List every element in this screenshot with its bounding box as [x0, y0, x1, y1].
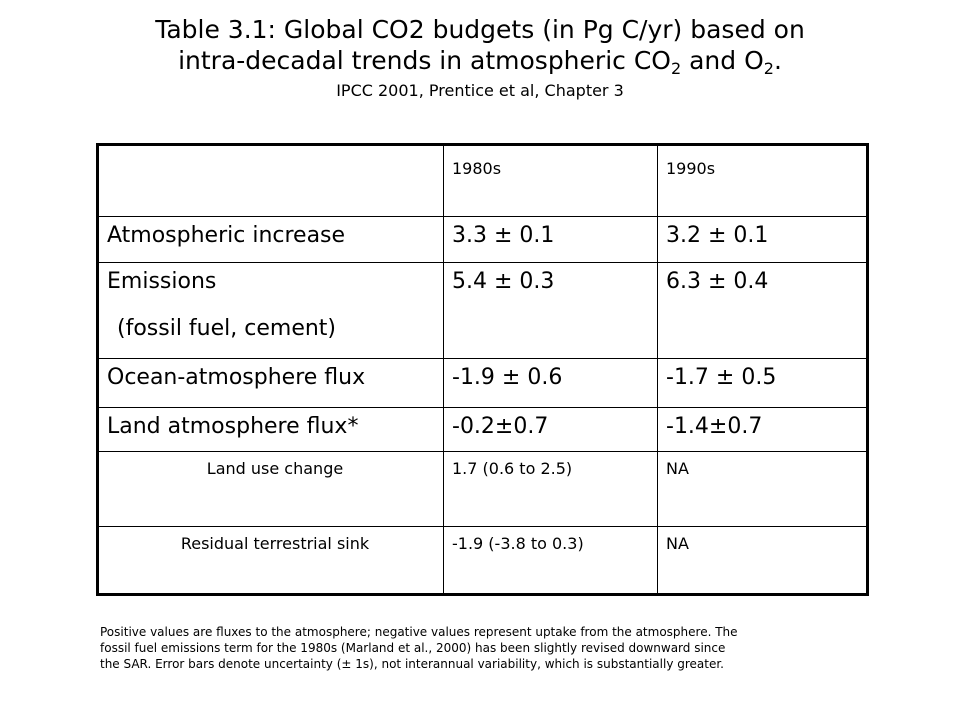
title-line-2-prefix: intra-decadal trends in atmospheric CO — [178, 46, 671, 75]
table-title-line-2: intra-decadal trends in atmospheric CO2 … — [0, 45, 960, 78]
row-label-atmospheric-increase: Atmospheric increase — [96, 216, 444, 263]
title-block: Table 3.1: Global CO2 budgets (in Pg C/y… — [0, 14, 960, 102]
value-1980s: -1.9 ± 0.6 — [443, 358, 658, 408]
co2-budget-table: 1980s 1990s Atmospheric increase 3.3 ± 0… — [96, 143, 869, 596]
footnote-line-2: fossil fuel emissions term for the 1980s… — [100, 641, 726, 655]
table-row: Emissions (fossil fuel, cement) 5.4 ± 0.… — [96, 262, 869, 359]
table-row: Ocean-atmosphere flux -1.9 ± 0.6 -1.7 ± … — [96, 358, 869, 408]
table-row: Residual terrestrial sink -1.9 (-3.8 to … — [96, 526, 869, 596]
value-1990s: 3.2 ± 0.1 — [657, 216, 869, 263]
value-1990s: NA — [657, 451, 869, 527]
value-1990s: 6.3 ± 0.4 — [657, 262, 869, 359]
value-1990s: -1.7 ± 0.5 — [657, 358, 869, 408]
value-1980s: 5.4 ± 0.3 — [443, 262, 658, 359]
table-footnote: Positive values are fluxes to the atmosp… — [100, 624, 860, 672]
row-label-ocean-flux: Ocean-atmosphere flux — [96, 358, 444, 408]
title-line-2-mid: and O — [681, 46, 764, 75]
table-title-line-1: Table 3.1: Global CO2 budgets (in Pg C/y… — [155, 15, 805, 44]
header-blank-cell — [96, 143, 444, 217]
value-1980s: 1.7 (0.6 to 2.5) — [443, 451, 658, 527]
title-subscript-co2: 2 — [670, 59, 682, 78]
value-1990s: -1.4±0.7 — [657, 407, 869, 452]
value-1980s: -0.2±0.7 — [443, 407, 658, 452]
table-row: Land use change 1.7 (0.6 to 2.5) NA — [96, 451, 869, 527]
table-row: Atmospheric increase 3.3 ± 0.1 3.2 ± 0.1 — [96, 216, 869, 263]
title-line-2-suffix: . — [773, 46, 782, 75]
value-1990s: NA — [657, 526, 869, 596]
row-label-land-use-change: Land use change — [96, 451, 444, 527]
value-1980s: -1.9 (-3.8 to 0.3) — [443, 526, 658, 596]
row-label-residual-sink: Residual terrestrial sink — [96, 526, 444, 596]
title-subscript-o2: 2 — [763, 59, 774, 78]
value-1980s: 3.3 ± 0.1 — [443, 216, 658, 263]
row-label-emissions: Emissions (fossil fuel, cement) — [96, 262, 444, 359]
emissions-sublabel: (fossil fuel, cement) — [117, 316, 337, 341]
header-1990s: 1990s — [657, 143, 869, 217]
row-label-land-flux: Land atmosphere flux* — [96, 407, 444, 452]
table-header-row: 1980s 1990s — [96, 143, 869, 217]
footnote-line-1: Positive values are fluxes to the atmosp… — [100, 625, 738, 639]
table-source: IPCC 2001, Prentice et al, Chapter 3 — [336, 81, 624, 100]
footnote-line-3: the SAR. Error bars denote uncertainty (… — [100, 657, 724, 671]
table-row: Land atmosphere flux* -0.2±0.7 -1.4±0.7 — [96, 407, 869, 452]
header-1980s: 1980s — [443, 143, 658, 217]
emissions-label: Emissions — [107, 269, 217, 294]
